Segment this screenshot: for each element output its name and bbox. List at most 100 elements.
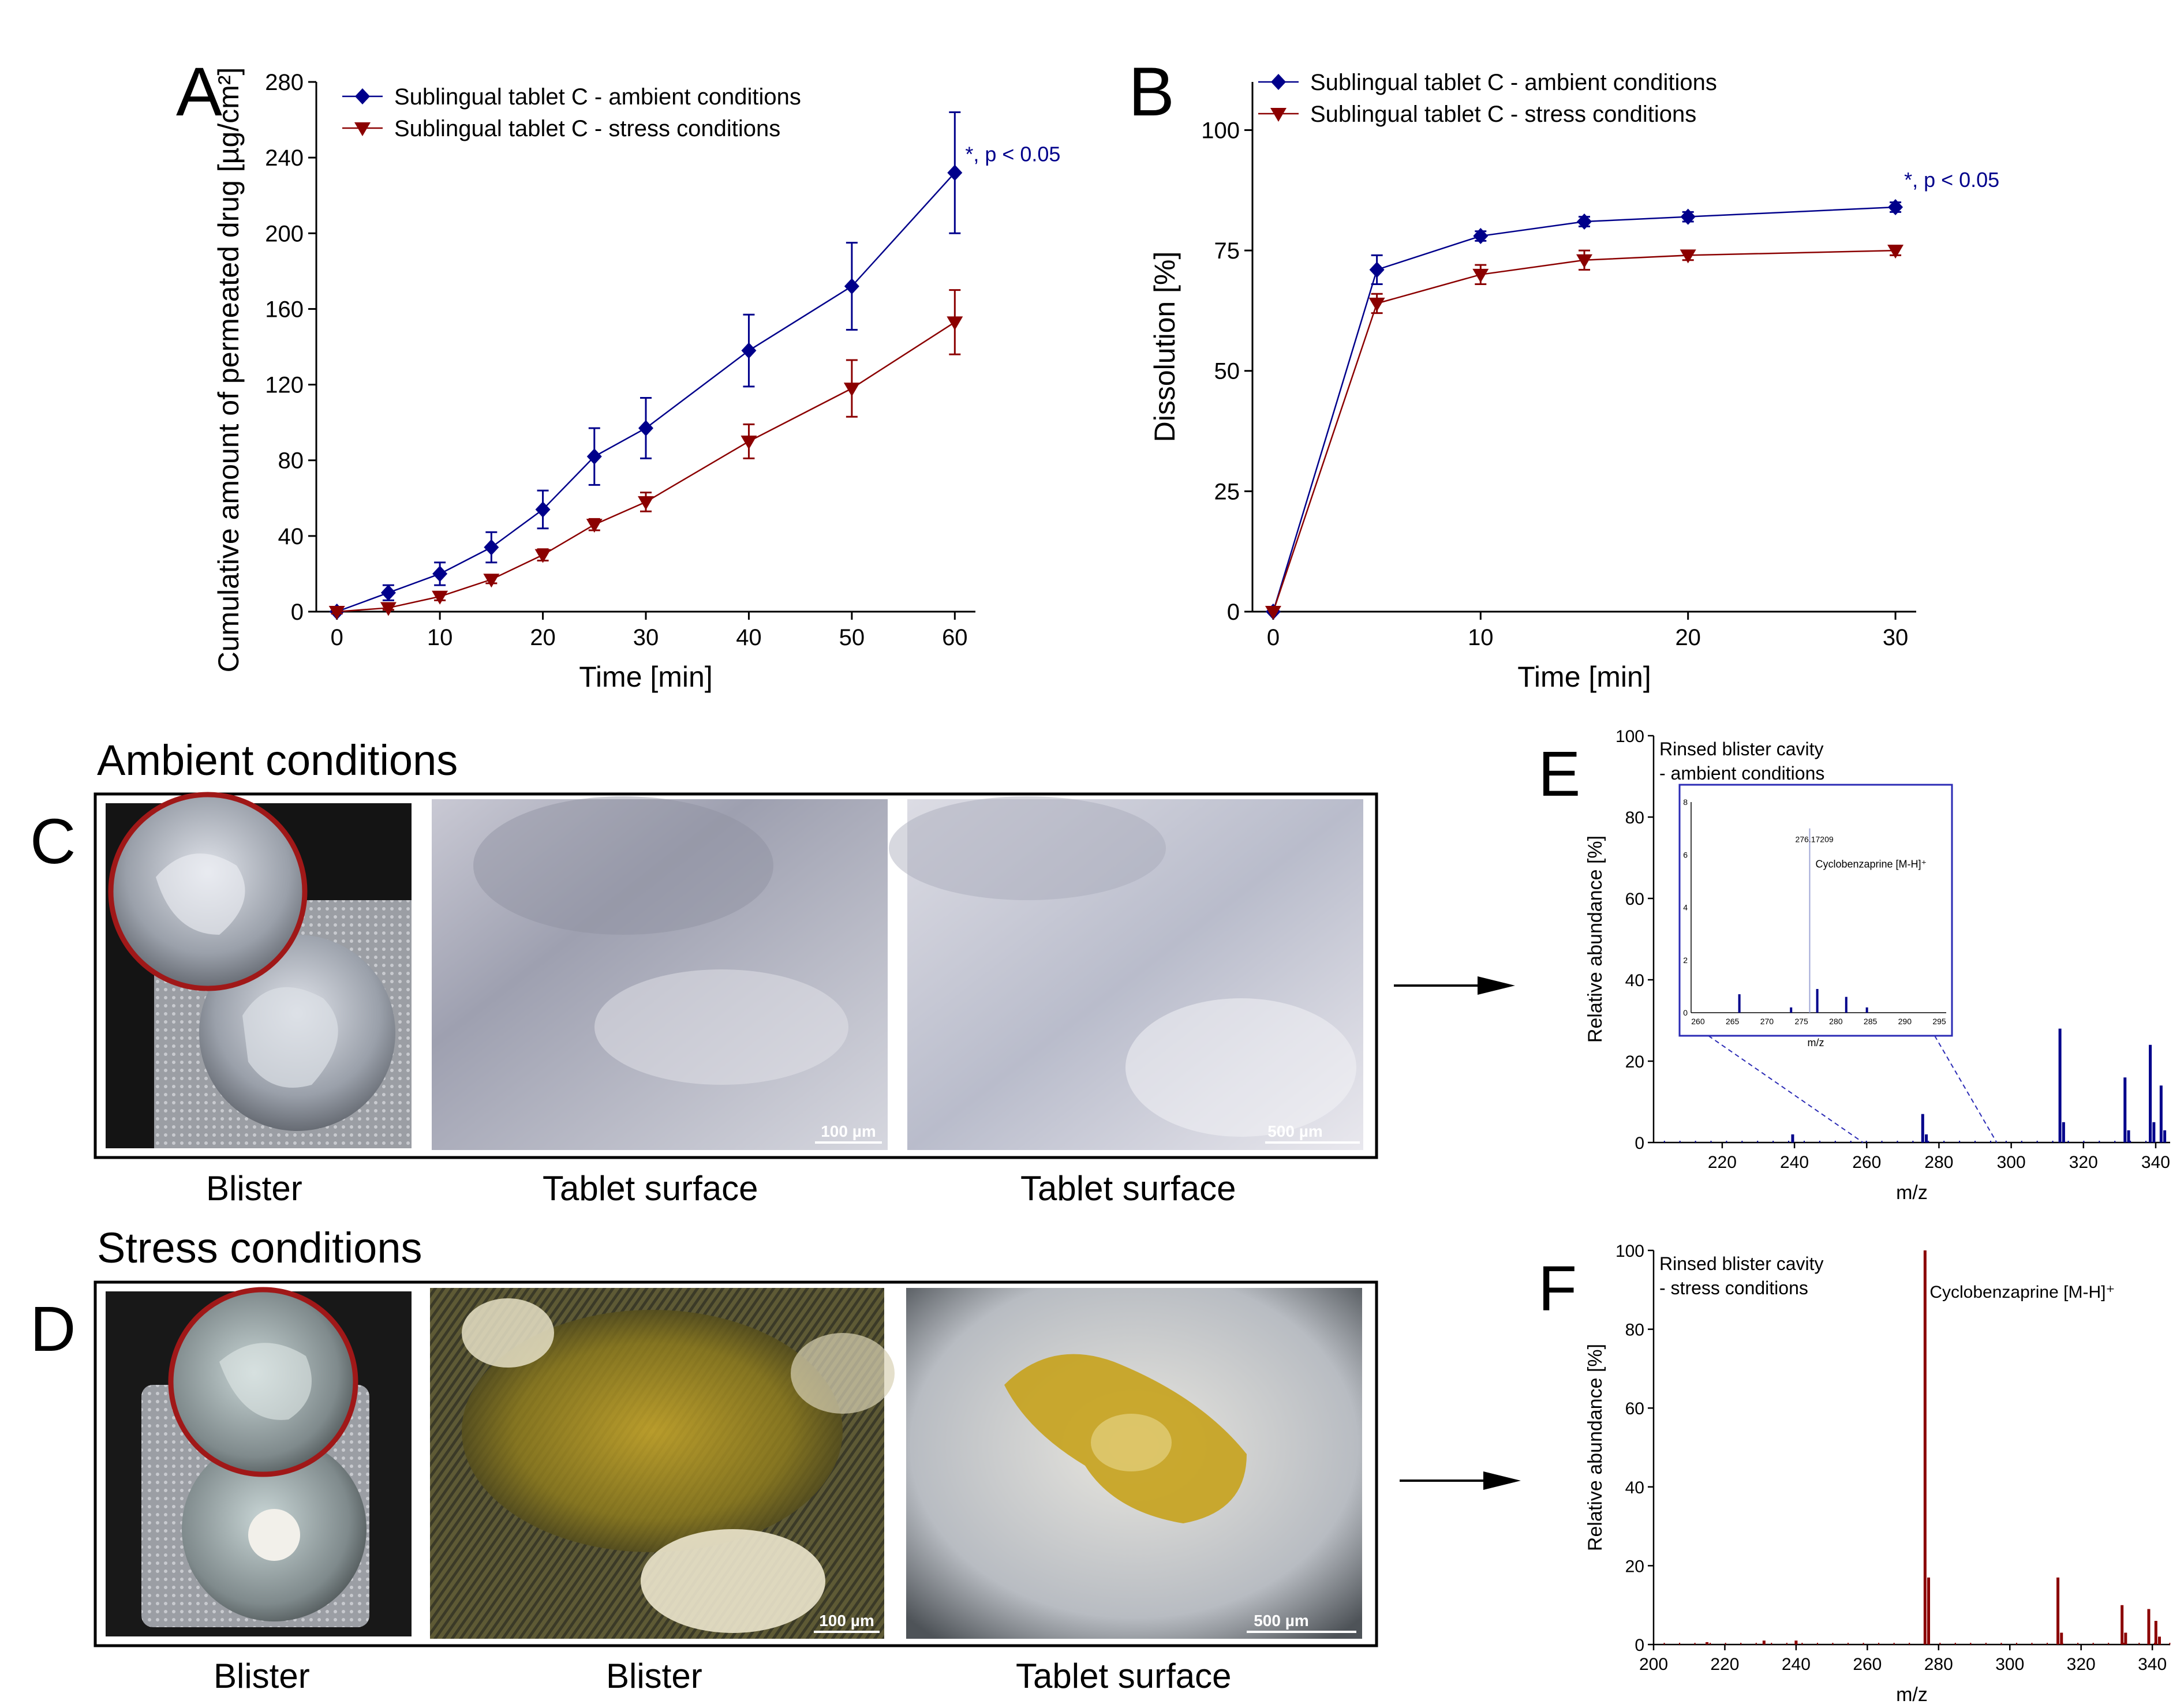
photo-tablet-surface-ambient-1: 100 µm	[432, 796, 888, 1150]
y-tick-label: 160	[265, 297, 304, 322]
data-point	[843, 383, 860, 397]
data-point	[1576, 254, 1592, 268]
scale-bar-line-d1	[814, 1631, 880, 1633]
legend-marker	[1271, 74, 1286, 90]
y-tick-label: 60	[1625, 890, 1644, 909]
x-tick-label: 280	[1924, 1153, 1953, 1172]
x-tick-label: 340	[2141, 1153, 2170, 1172]
inset-y-tick-label: 0	[1683, 1008, 1688, 1017]
data-point	[328, 606, 345, 620]
x-tick-label: 300	[1995, 1655, 2024, 1674]
inset-x-tick-label: 260	[1691, 1017, 1705, 1026]
y-tick-label: 120	[265, 373, 304, 398]
series-line-0	[1272, 206, 1896, 612]
inset-x-tick-label: 270	[1760, 1017, 1774, 1026]
panel-label-a: A	[176, 53, 223, 130]
scale-bar-line-c2	[1265, 1141, 1360, 1144]
inset-x-axis-label: m/z	[1808, 1037, 1824, 1048]
data-point	[1888, 198, 1903, 215]
photo-row-c: 100 µm 500 µm	[94, 792, 1378, 1159]
x-axis-label: Time [min]	[1517, 661, 1651, 693]
legend-entry: Sublingual tablet C - ambient conditions	[394, 84, 801, 110]
y-tick-label: 200	[265, 221, 304, 246]
spectrum-subtitle: - stress conditions	[1659, 1278, 1808, 1298]
x-axis-label: m/z	[1896, 1684, 1928, 1705]
caption-stress-1: Blister	[214, 1657, 310, 1695]
significance-annotation: *, p < 0.05	[1904, 168, 1999, 192]
inset-y-tick-label: 6	[1683, 850, 1688, 859]
data-point	[535, 501, 551, 518]
y-tick-label: 100	[1201, 118, 1240, 143]
y-tick-label: 25	[1214, 479, 1240, 504]
photo-frame-d	[94, 1280, 1378, 1647]
y-tick-label: 60	[1625, 1399, 1644, 1418]
data-point	[1368, 297, 1385, 312]
data-point	[586, 519, 603, 533]
scale-bar-d2: 500 µm	[1254, 1612, 1309, 1630]
significance-annotation: *, p < 0.05	[965, 142, 1060, 166]
photo-blister-ambient	[106, 792, 412, 1148]
data-point	[1680, 249, 1696, 264]
inset-y-tick-label: 8	[1683, 797, 1688, 807]
inset-peak-label: 276.17209	[1795, 835, 1833, 844]
panel-label-e: E	[1538, 739, 1581, 810]
data-point	[1577, 214, 1592, 230]
scale-bar-c1: 100 µm	[821, 1122, 876, 1140]
x-tick-label: 40	[736, 625, 762, 650]
x-tick-label: 320	[2069, 1153, 2098, 1172]
chart-a: 0 10 20 30 40 50 60 0 40 80 120 160 200 240 280 Time [m…	[212, 68, 1060, 693]
panel-label-c: C	[30, 806, 76, 877]
legend-marker	[1270, 108, 1287, 122]
y-tick-label: 50	[1214, 359, 1240, 384]
x-tick-label: 220	[1708, 1153, 1737, 1172]
data-point	[380, 602, 397, 616]
data-point	[741, 435, 757, 450]
caption-ambient-1: Blister	[206, 1169, 302, 1208]
data-point	[534, 549, 551, 563]
inset-x-tick-label: 290	[1898, 1017, 1912, 1026]
data-point	[947, 164, 963, 181]
x-tick-label: 240	[1780, 1153, 1809, 1172]
data-point	[947, 316, 963, 331]
photo-frame-c	[94, 792, 1378, 1159]
photo-blister-stress-micro: 100 µm	[430, 1288, 895, 1639]
data-point	[483, 574, 500, 588]
x-tick-label: 320	[2067, 1655, 2096, 1674]
series-line-0	[336, 172, 956, 613]
inset-frame	[1678, 784, 1953, 1037]
x-tick-label: 280	[1924, 1655, 1953, 1674]
inset-x-tick-label: 285	[1864, 1017, 1878, 1026]
x-tick-label: 0	[1267, 625, 1280, 650]
inset-x-tick-label: 265	[1726, 1017, 1740, 1026]
inset-y-tick-label: 2	[1683, 956, 1688, 965]
inset-zoom-line	[1708, 1035, 1864, 1143]
data-point	[484, 539, 499, 556]
data-point	[432, 590, 448, 605]
x-tick-label: 220	[1710, 1655, 1739, 1674]
data-point	[1472, 268, 1489, 283]
data-point	[432, 565, 448, 582]
arrow-c-to-e	[1394, 976, 1515, 995]
data-point	[586, 448, 602, 465]
photo-tablet-surface-ambient-2: 500 µm	[889, 796, 1363, 1150]
y-tick-label: 100	[1615, 727, 1644, 746]
y-axis-label: Cumulative amount of permeated drug [µg/…	[212, 68, 245, 673]
arrow-d-to-f	[1400, 1471, 1521, 1490]
y-tick-label: 40	[278, 524, 304, 549]
y-tick-label: 20	[1625, 1557, 1644, 1576]
x-tick-label: 20	[530, 625, 556, 650]
x-tick-label: 60	[942, 625, 968, 650]
y-axis-label: Dissolution [%]	[1149, 252, 1181, 443]
x-tick-label: 200	[1639, 1655, 1668, 1674]
y-tick-label: 20	[1625, 1052, 1644, 1072]
scale-bar-c2: 500 µm	[1267, 1122, 1323, 1140]
legend-entry: Sublingual tablet C - stress conditions	[1310, 102, 1696, 127]
caption-stress-2: Blister	[606, 1657, 702, 1695]
x-tick-label: 10	[427, 625, 453, 650]
y-tick-label: 280	[265, 70, 304, 95]
panel-label-f: F	[1538, 1253, 1577, 1324]
y-tick-label: 80	[1625, 1321, 1644, 1340]
stress-title: Stress conditions	[97, 1224, 422, 1272]
